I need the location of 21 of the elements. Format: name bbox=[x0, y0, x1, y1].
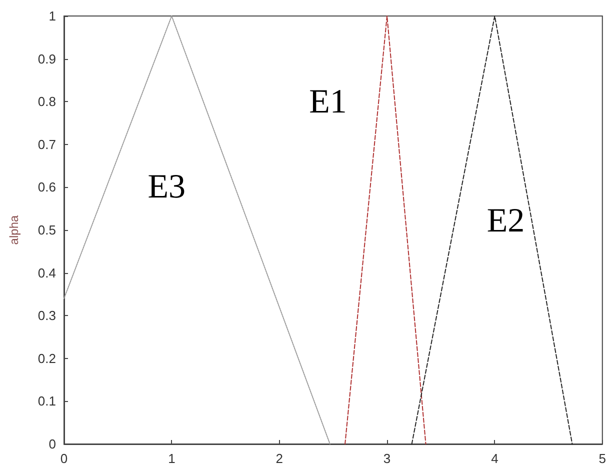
x-tick-label: 1 bbox=[168, 451, 176, 466]
x-tick-label: 5 bbox=[598, 451, 606, 466]
y-tick-label: 0.8 bbox=[38, 94, 56, 110]
y-tick-label: 0.4 bbox=[38, 265, 56, 280]
y-tick-label: 0.1 bbox=[38, 394, 56, 409]
y-tick-label: 1 bbox=[48, 8, 56, 24]
x-tick-label: 0 bbox=[60, 451, 68, 466]
y-tick-label: 0.5 bbox=[38, 222, 56, 238]
series-label: E2 bbox=[486, 202, 525, 240]
series-label: E3 bbox=[148, 168, 186, 206]
series-label: E1 bbox=[309, 84, 347, 120]
y-tick-label: 0 bbox=[48, 436, 56, 452]
y-tick-label: 0.3 bbox=[38, 308, 56, 324]
x-tick-label: 4 bbox=[491, 451, 498, 466]
y-axis-title: alpha bbox=[7, 215, 21, 245]
y-tick-label: 0.7 bbox=[38, 136, 56, 152]
y-tick-label: 0.2 bbox=[38, 350, 56, 366]
y-tick-label: 0.9 bbox=[38, 51, 56, 66]
y-tick-label: 0.6 bbox=[38, 180, 56, 195]
x-tick-label: 3 bbox=[383, 451, 391, 466]
x-tick-label: 2 bbox=[276, 451, 283, 466]
